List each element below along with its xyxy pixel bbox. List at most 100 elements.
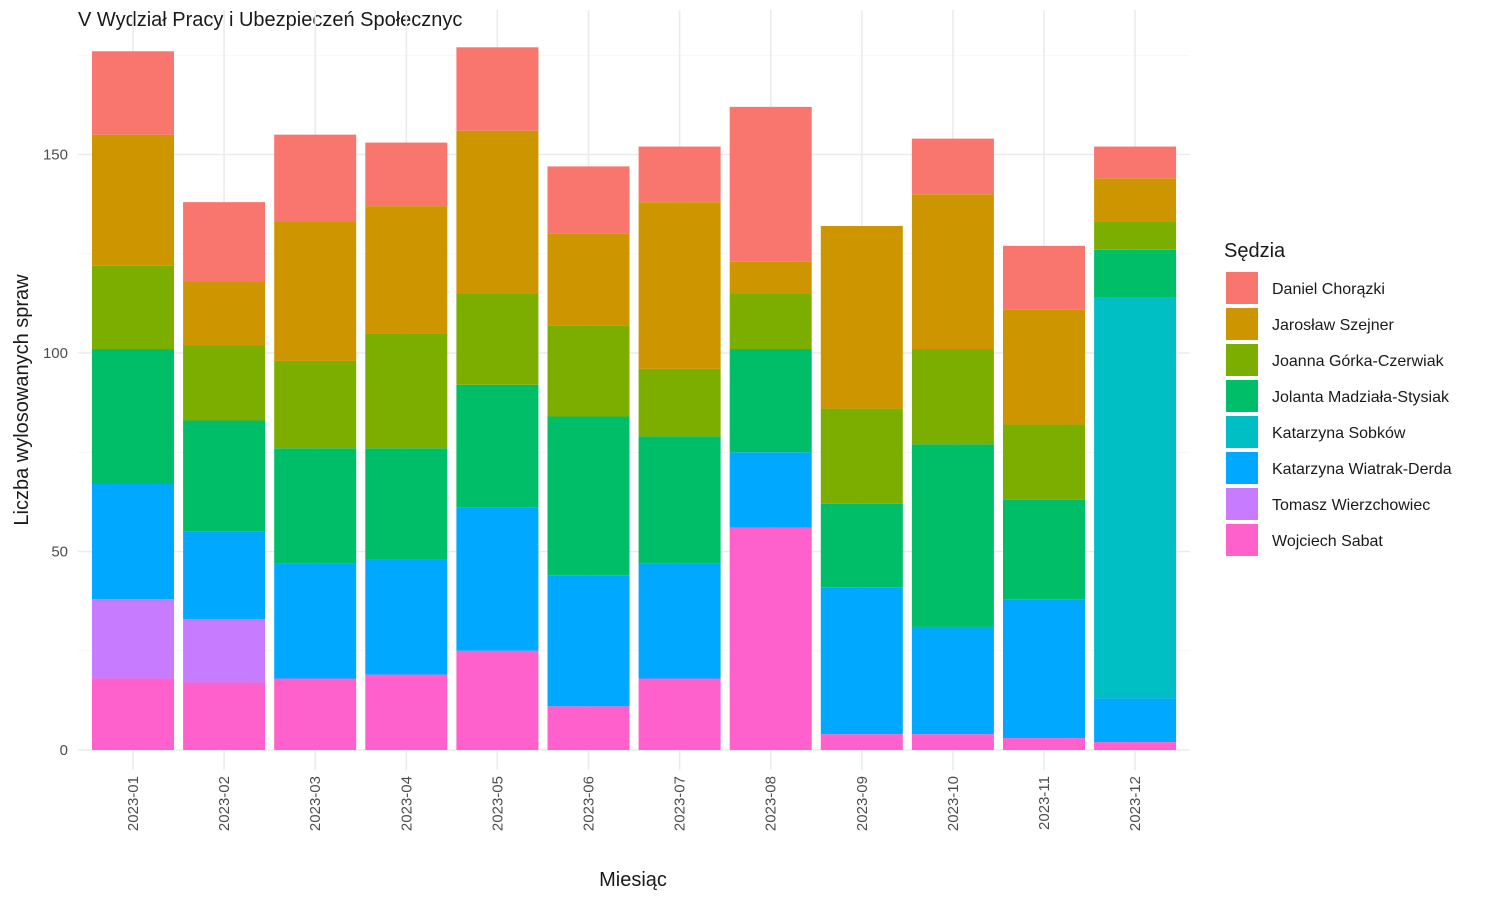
legend-key [1226,272,1258,304]
bar-segment [1094,698,1177,743]
y-axis-title: Liczba wylosowanych spraw [11,274,33,526]
x-tick-label: 2023-07 [672,776,689,831]
bar-segment [1003,245,1085,310]
bar-segment [92,51,174,135]
bar-segment [729,527,812,750]
x-tick-label: 2023-12 [1127,776,1144,831]
bar-segment [183,618,266,683]
legend-key [1226,488,1258,520]
bar-segment [183,281,266,346]
x-tick-label: 2023-02 [216,776,233,831]
x-tick-label: 2023-03 [307,776,324,831]
bar-segment [1094,249,1177,298]
chart-title: V Wydział Pracy i Ubezpieczeń Społecznyc [78,9,462,31]
bar-segment [92,134,174,266]
x-axis-ticks: 2023-01 2023-02 2023-03 2023-04 2023-05 2023-… [125,776,1144,831]
bar-segment [638,678,721,750]
y-tick-label: 0 [60,742,68,759]
bar-segment [274,448,357,564]
bar-segment [183,531,266,619]
bar-segment [92,349,174,485]
bar-segment [1094,742,1177,750]
bar-segment [547,706,630,750]
bar-segment [820,503,903,588]
bar-segment [1003,499,1085,600]
bar-segment [547,233,630,326]
bars [92,47,1177,750]
bar-segment [1003,309,1085,425]
x-tick-label: 2023-04 [398,776,415,831]
bar-segment [820,734,903,750]
bar-segment [820,408,903,504]
x-tick-label: 2023-11 [1036,776,1053,830]
bar-segment [1094,221,1177,250]
bar-segment [729,293,812,350]
bar-segment [365,206,448,334]
legend-key [1226,308,1258,340]
bar-segment [456,47,539,131]
bar-segment [183,345,266,421]
bar-segment [365,559,448,675]
x-tick-label: 2023-06 [581,776,598,831]
legend-label: Joanna Górka-Czerwiak [1272,353,1445,370]
bar-segment [456,384,539,508]
bar-segment [274,134,357,222]
bar-segment [547,575,630,707]
x-tick-label: 2023-08 [763,776,780,831]
bar-segment [1003,424,1085,500]
bar-segment [274,221,357,361]
legend-title: Sędzia [1224,240,1286,262]
bar-segment [92,678,174,750]
bar-segment [1003,599,1085,739]
bar-segment [729,349,812,453]
legend-label: Katarzyna Wiatrak-Derda [1272,461,1452,478]
legend-label: Daniel Chorązki [1272,281,1385,298]
bar-segment [456,130,539,294]
bar-segment [911,349,994,445]
x-tick-label: 2023-09 [854,776,871,831]
bar-segment [274,360,357,449]
legend-key [1226,452,1258,484]
bar-segment [638,563,721,679]
bar-segment [547,325,630,417]
legend-label: Jarosław Szejner [1272,317,1395,334]
bar-segment [547,166,630,234]
bar-segment [638,202,721,369]
legend-key [1226,344,1258,376]
bar-segment [547,416,630,576]
bar-segment [92,599,174,679]
bar-segment [911,444,994,627]
bar-segment [456,293,539,385]
legend-label: Tomasz Wierzchowiec [1272,497,1430,514]
bar-segment [911,194,994,350]
legend-key [1226,416,1258,448]
bar-segment [1094,297,1177,699]
bar-segment [911,734,994,750]
bar-segment [92,265,174,350]
bar-segment [274,563,357,679]
bar-segment [1003,738,1085,750]
bar-segment [183,202,266,282]
x-tick-label: 2023-05 [489,776,506,831]
bar-segment [365,448,448,560]
bar-segment [365,674,448,750]
bar-segment [820,587,903,735]
y-tick-label: 150 [43,147,68,164]
bar-segment [911,626,994,735]
bar-segment [1094,178,1177,222]
bar-segment [183,420,266,532]
bar-segment [729,452,812,528]
bar-segment [456,650,539,750]
y-tick-label: 100 [43,345,68,362]
bar-segment [729,261,812,294]
bar-segment [456,507,539,651]
bar-segment [365,142,448,207]
y-tick-label: 50 [51,544,68,561]
x-tick-label: 2023-01 [125,776,142,831]
bar-segment [274,678,357,750]
bar-segment [911,138,994,195]
x-tick-label: 2023-10 [945,776,962,831]
bar-segment [92,484,174,600]
bar-segment [638,436,721,564]
